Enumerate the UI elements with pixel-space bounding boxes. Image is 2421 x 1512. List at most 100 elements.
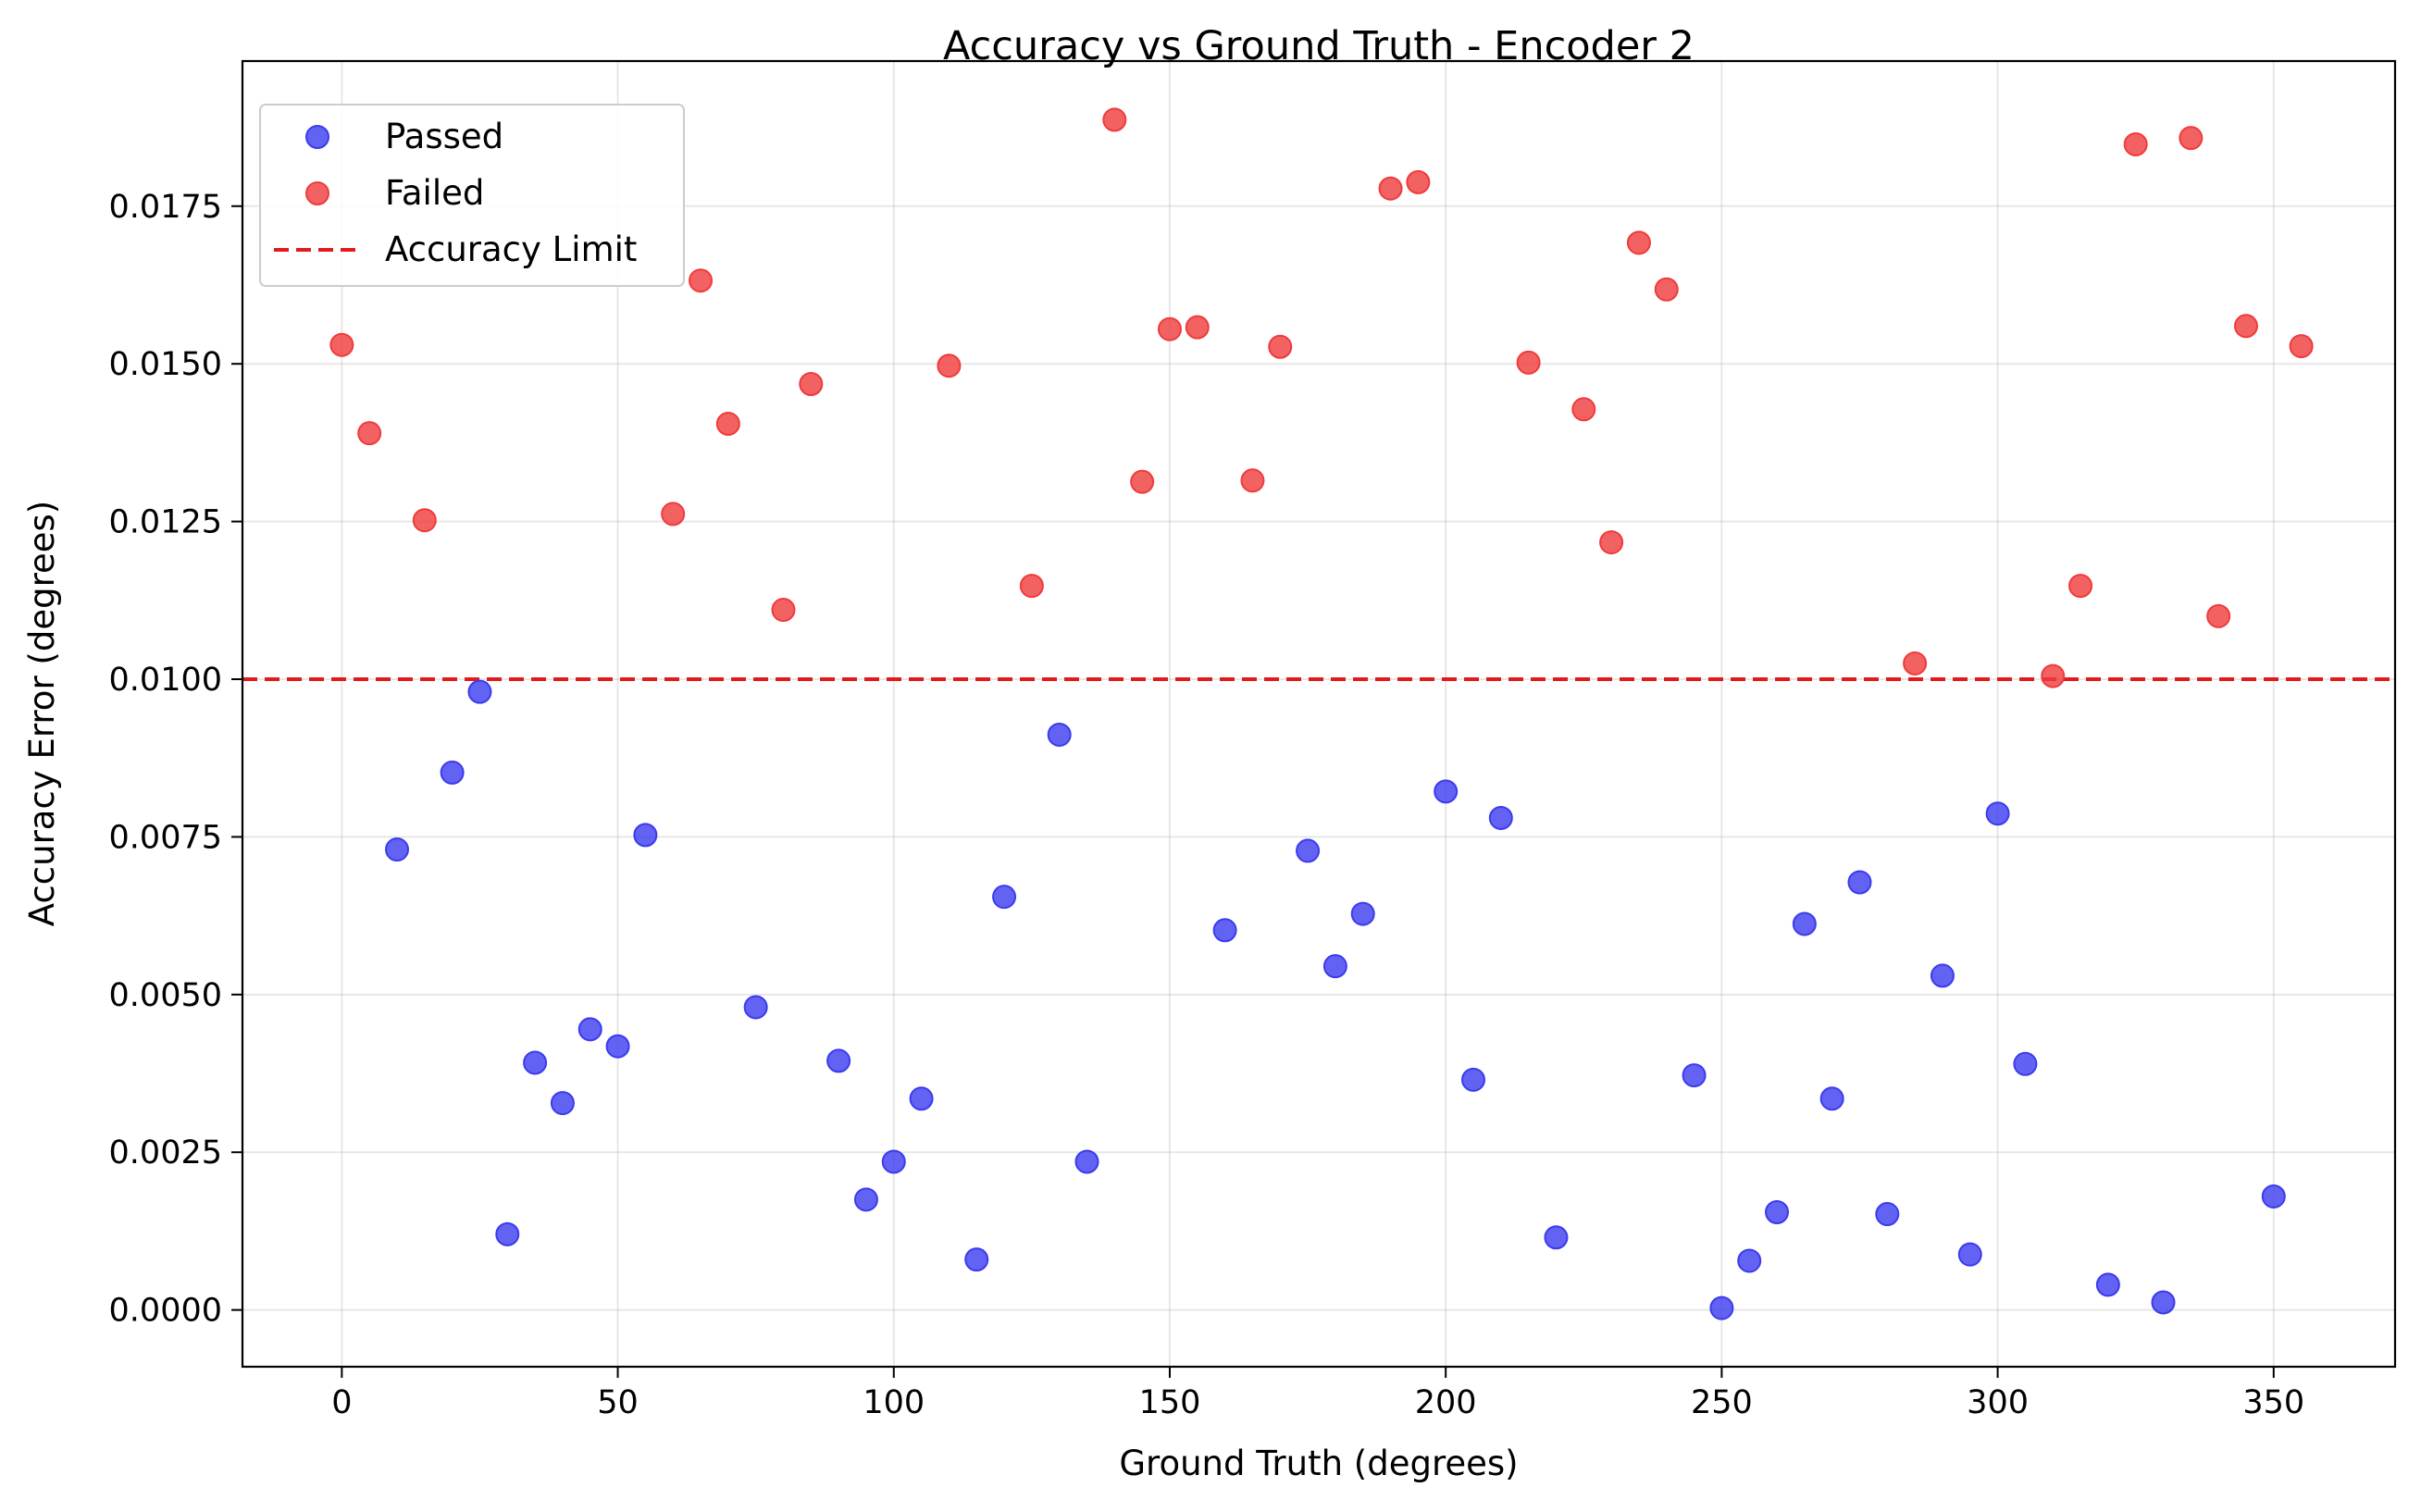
data-point-passed bbox=[853, 1187, 878, 1212]
grid bbox=[242, 61, 2395, 1367]
data-point-passed bbox=[2151, 1290, 2176, 1315]
data-point-failed bbox=[1599, 530, 1624, 555]
x-tick-label: 100 bbox=[863, 1384, 925, 1421]
data-point-failed bbox=[2289, 334, 2314, 359]
y-tick-label: 0.0050 bbox=[109, 977, 222, 1014]
data-point-failed bbox=[799, 372, 824, 397]
data-point-failed bbox=[329, 332, 354, 357]
legend-label-accuracy-limit: Accuracy Limit bbox=[385, 229, 637, 269]
data-point-passed bbox=[881, 1149, 906, 1174]
data-point-failed bbox=[412, 508, 437, 533]
data-point-passed bbox=[633, 823, 658, 848]
data-point-passed bbox=[1875, 1202, 1900, 1227]
data-point-passed bbox=[1322, 954, 1347, 979]
data-point-failed bbox=[1626, 230, 1651, 255]
legend-box bbox=[259, 104, 685, 287]
y-tick-label: 0.0175 bbox=[109, 189, 222, 226]
y-tick-label: 0.0125 bbox=[109, 504, 222, 541]
x-tick-label: 350 bbox=[2242, 1384, 2304, 1421]
plot-frame bbox=[241, 59, 2397, 1369]
data-point-passed bbox=[1212, 918, 1237, 943]
series-passed bbox=[384, 679, 2286, 1320]
data-point-failed bbox=[1102, 107, 1127, 132]
data-point-passed bbox=[550, 1091, 575, 1116]
legend: Passed Failed Accuracy Limit bbox=[259, 104, 685, 287]
data-point-passed bbox=[1350, 901, 1375, 926]
data-point-failed bbox=[2068, 574, 2093, 599]
data-point-passed bbox=[1985, 801, 2010, 826]
data-point-passed bbox=[1047, 722, 1072, 747]
data-point-failed bbox=[937, 353, 962, 378]
data-point-passed bbox=[1074, 1149, 1099, 1174]
data-point-failed bbox=[1571, 397, 1596, 422]
x-tick-label: 300 bbox=[1967, 1384, 2029, 1421]
legend-marker-failed bbox=[305, 181, 329, 205]
data-point-failed bbox=[1185, 315, 1210, 340]
chart-title: Accuracy vs Ground Truth - Encoder 2 bbox=[943, 23, 1695, 69]
data-point-passed bbox=[1957, 1242, 1982, 1267]
y-tick-label: 0.0100 bbox=[109, 662, 222, 699]
legend-label-failed: Failed bbox=[385, 173, 484, 213]
data-point-passed bbox=[495, 1221, 520, 1246]
data-point-passed bbox=[523, 1050, 548, 1075]
series-failed bbox=[329, 107, 2314, 688]
x-axis-label: Ground Truth (degrees) bbox=[1119, 1444, 1518, 1483]
legend-label-passed: Passed bbox=[385, 117, 503, 156]
data-point-failed bbox=[1378, 176, 1403, 201]
data-point-failed bbox=[2206, 603, 2231, 628]
data-point-passed bbox=[440, 760, 465, 785]
data-points bbox=[329, 107, 2314, 1320]
data-point-passed bbox=[467, 679, 492, 704]
data-point-failed bbox=[1240, 468, 1265, 493]
y-tick-label: 0.0025 bbox=[109, 1134, 222, 1171]
data-point-passed bbox=[1682, 1063, 1707, 1088]
data-point-passed bbox=[1434, 779, 1459, 804]
data-point-failed bbox=[1130, 469, 1155, 494]
data-point-failed bbox=[2041, 663, 2066, 688]
x-tick-label: 150 bbox=[1139, 1384, 1201, 1421]
data-point-failed bbox=[1268, 334, 1293, 359]
data-point-failed bbox=[1157, 316, 1182, 341]
data-point-passed bbox=[605, 1034, 630, 1059]
data-point-passed bbox=[1460, 1067, 1485, 1092]
data-point-failed bbox=[1903, 651, 1928, 675]
data-point-failed bbox=[1406, 169, 1431, 194]
data-point-passed bbox=[577, 1017, 602, 1042]
data-point-failed bbox=[2233, 314, 2258, 339]
data-point-passed bbox=[1847, 870, 1872, 895]
data-point-passed bbox=[1792, 911, 1817, 936]
y-tick-label: 0.0075 bbox=[109, 819, 222, 856]
x-tick-label: 250 bbox=[1691, 1384, 1753, 1421]
data-point-failed bbox=[689, 268, 714, 293]
data-point-passed bbox=[1709, 1295, 1734, 1320]
data-point-passed bbox=[1765, 1199, 1790, 1224]
data-point-passed bbox=[2013, 1051, 2038, 1076]
data-point-passed bbox=[743, 995, 768, 1020]
data-point-passed bbox=[1544, 1225, 1569, 1250]
data-point-passed bbox=[826, 1048, 851, 1073]
data-point-failed bbox=[2179, 126, 2204, 151]
data-point-failed bbox=[357, 421, 382, 446]
x-tick-label: 50 bbox=[597, 1384, 639, 1421]
data-point-passed bbox=[1296, 838, 1321, 863]
data-point-failed bbox=[1654, 277, 1679, 302]
data-point-failed bbox=[715, 411, 740, 436]
y-tick-label: 0.0000 bbox=[109, 1293, 222, 1330]
y-axis-label: Accuracy Error (degrees) bbox=[22, 501, 62, 926]
x-tick-label: 0 bbox=[331, 1384, 352, 1421]
y-tick-label: 0.0150 bbox=[109, 346, 222, 383]
data-point-failed bbox=[771, 598, 796, 623]
data-point-passed bbox=[1819, 1086, 1844, 1111]
legend-marker-passed bbox=[305, 125, 329, 149]
data-point-failed bbox=[661, 502, 686, 527]
y-axis-ticks: 0.0000 0.0025 0.0050 0.0075 0.0100 0.0125 0.01… bbox=[109, 189, 242, 1330]
data-point-failed bbox=[1019, 574, 1044, 599]
x-axis-ticks: 0 50 100 150 200 250 300 350 bbox=[331, 1367, 2304, 1421]
data-point-passed bbox=[384, 837, 409, 862]
data-point-passed bbox=[1737, 1248, 1762, 1273]
data-point-passed bbox=[2095, 1272, 2120, 1297]
data-point-passed bbox=[964, 1247, 989, 1272]
data-point-passed bbox=[992, 885, 1017, 910]
x-tick-label: 200 bbox=[1415, 1384, 1477, 1421]
